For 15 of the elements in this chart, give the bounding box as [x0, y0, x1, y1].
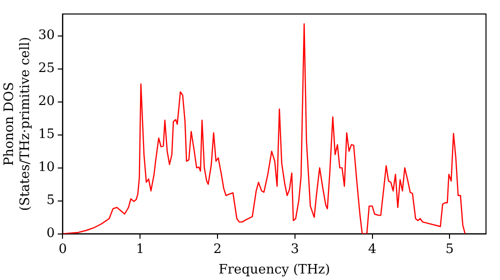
y-tick-label: 0 — [46, 226, 55, 242]
x-tick-label: 1 — [136, 242, 144, 257]
x-tick-label: 0 — [58, 242, 67, 257]
x-tick-label: 5 — [445, 242, 454, 257]
y-tick-label: 10 — [38, 160, 55, 176]
x-tick-label: 4 — [368, 242, 376, 257]
y-axis-title: Phonon DOS (States/THz·primitive cell) — [2, 36, 33, 211]
x-tick-label: 3 — [290, 242, 300, 257]
y-tick-label: 25 — [38, 61, 55, 76]
x-tick-label: 2 — [213, 242, 222, 257]
x-axis-title: Frequency (THz) — [218, 262, 330, 278]
y-tick-label: 5 — [46, 193, 55, 208]
y-tick-label: 15 — [38, 127, 55, 142]
y-tick-label: 30 — [38, 28, 55, 44]
y-tick-label: 20 — [38, 94, 55, 110]
